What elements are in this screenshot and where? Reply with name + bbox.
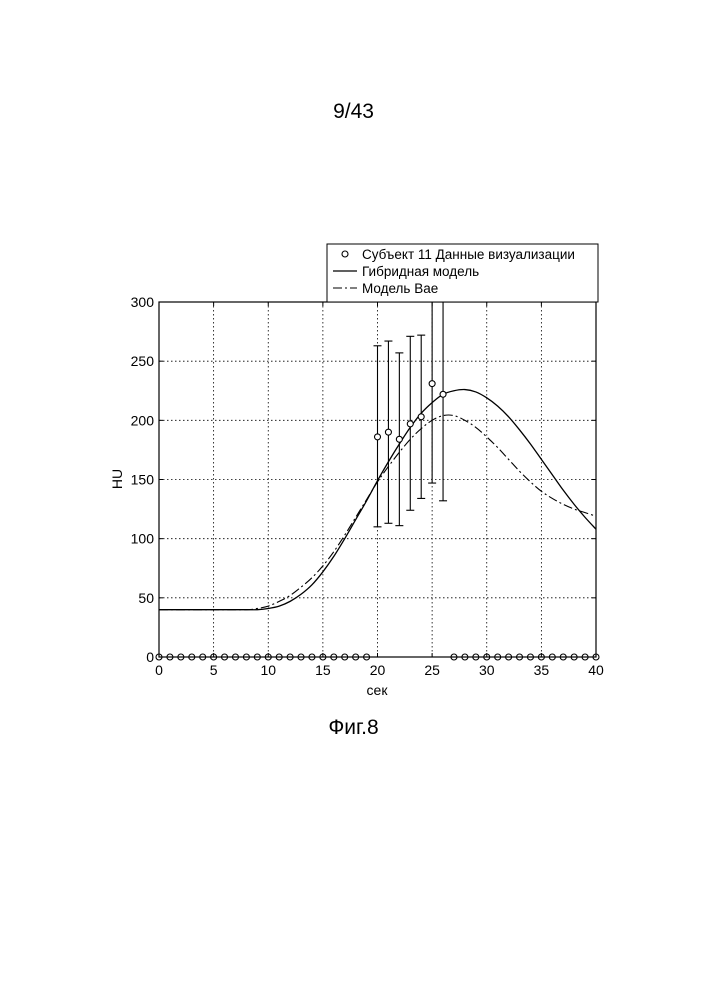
data-point xyxy=(375,434,381,440)
legend-label: Гибридная модель xyxy=(362,264,479,279)
x-tick-label: 20 xyxy=(370,662,386,678)
x-tick-label: 15 xyxy=(315,662,331,678)
ticks: 0 5 10 15 20 25 30 35 40 0 50 100 150 200 250 300 xyxy=(131,294,604,678)
y-tick-label: 150 xyxy=(131,472,155,488)
x-tick-label: 25 xyxy=(424,662,440,678)
x-tick-label: 0 xyxy=(155,662,163,678)
data-point xyxy=(440,391,446,397)
legend-label: Субъект 11 Данные визуализации xyxy=(362,247,575,262)
x-tick-label: 30 xyxy=(479,662,495,678)
data-point xyxy=(429,381,435,387)
legend-swatch-data xyxy=(342,251,348,257)
y-tick-label: 200 xyxy=(131,412,155,428)
y-tick-label: 100 xyxy=(131,531,155,547)
x-tick-label: 40 xyxy=(588,662,604,678)
legend-label: Модель Bae xyxy=(362,281,438,296)
x-tick-label: 5 xyxy=(210,662,218,678)
legend: Субъект 11 Данные визуализации Гибридная … xyxy=(327,244,598,302)
y-tick-label: 300 xyxy=(131,294,155,310)
x-tick-label: 10 xyxy=(260,662,276,678)
data-point xyxy=(396,436,402,442)
y-tick-label: 250 xyxy=(131,353,155,369)
data-point xyxy=(385,429,391,435)
x-tick-label: 35 xyxy=(534,662,550,678)
figure-caption: Фиг.8 xyxy=(0,716,707,740)
data-point xyxy=(407,421,413,427)
data-point xyxy=(418,414,424,420)
x-axis-label: сек xyxy=(367,682,389,698)
y-axis-label: HU xyxy=(109,469,125,489)
y-tick-label: 0 xyxy=(146,649,154,665)
y-tick-label: 50 xyxy=(138,590,154,606)
